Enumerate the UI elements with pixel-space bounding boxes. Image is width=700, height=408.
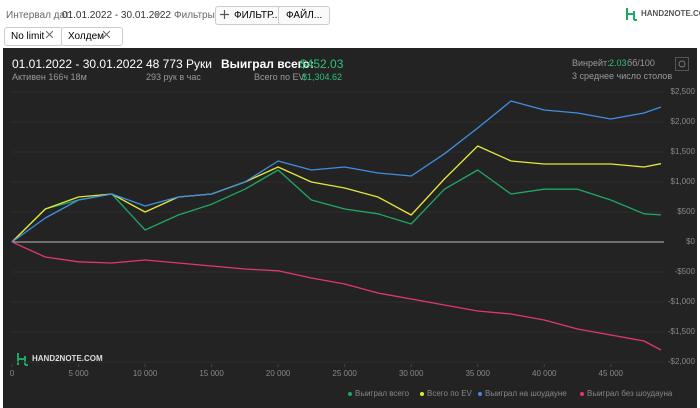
legend-marker [478,392,482,396]
x-tick-label: 25 000 [332,369,357,378]
won-value: $452.03 [300,57,344,71]
dropdown-arrow[interactable] [154,12,162,18]
logo: HAND2NOTE.COM [641,9,700,18]
x-tick-label: 45 000 [599,369,624,378]
x-tick-label: 30 000 [399,369,424,378]
y-tick-label: $2,000 [671,117,696,126]
tag[interactable]: Холдем [61,27,124,46]
y-tick-label: $1,000 [671,177,696,186]
close-icon[interactable] [103,31,110,38]
tables: 3 среднее число столов [572,71,673,81]
active-time: Активен 166ч 18м [12,72,87,82]
y-tick-label: $2,500 [671,87,696,96]
y-tick-label: $1,500 [671,147,696,156]
x-tick-label: 40 000 [532,369,557,378]
legend-marker [348,392,352,396]
interval-value[interactable]: 01.01.2022 - 30.01.2022 [62,10,171,21]
winrate-unit: бб/100 [627,58,655,68]
watermark: HAND2NOTE.COM [32,354,103,363]
legend-label: Выиграл без шоудауна [587,389,673,398]
x-tick-label: 0 [10,369,15,378]
close-icon[interactable] [46,31,53,38]
y-tick-label: $500 [677,207,695,216]
hands: 48 773 Руки [146,57,212,71]
hands-per-hour: 293 рук в час [146,72,201,82]
watermark-icon [17,353,28,366]
period: 01.01.2022 - 30.01.2022 [12,57,143,71]
winrate-value: 2.03 [609,58,627,68]
won-label: Выиграл всего: [221,57,314,71]
y-tick-label: -$1,500 [668,327,696,336]
x-tick-label: 20 000 [266,369,291,378]
interval-label: Интервал дат: [6,10,73,21]
legend-marker [580,392,584,396]
series-line [11,241,662,351]
file-button[interactable]: ФАЙЛ... [278,6,331,25]
series-line [11,145,662,243]
legend-label: Всего по EV [427,389,473,398]
filters-label: Фильтры: [174,10,218,21]
chart-panel: 01.01.2022 - 30.01.2022 Активен 166ч 18м… [3,48,697,408]
filter-button-text: ФИЛЬТР... [234,10,281,21]
ev-value: $1,304.62 [302,72,343,82]
x-tick-label: 15 000 [199,369,224,378]
legend-label: Выиграл всего [355,389,410,398]
x-tick-label: 35 000 [465,369,490,378]
file-button-text: ФАЙЛ... [286,10,323,21]
series-line [11,100,662,243]
y-tick-label: $0 [686,237,695,246]
legend-label: Выиграл на шоудауне [485,389,567,398]
tag-text: No limit [11,31,45,42]
legend-marker [420,392,424,396]
y-tick-label: -$1,000 [668,297,696,306]
x-tick-label: 10 000 [133,369,158,378]
winrate-label: Винрейт: [572,58,610,68]
settings-icon[interactable] [675,57,689,71]
plus-icon [220,10,229,19]
y-tick-label: -$500 [675,267,696,276]
series-line [11,169,662,243]
x-tick-label: 5 000 [69,369,90,378]
y-tick-label: -$2,000 [668,357,696,366]
logo-icon [626,8,637,21]
ev-label: Всего по EV: [254,72,307,82]
tag-text: Холдем [68,31,105,42]
